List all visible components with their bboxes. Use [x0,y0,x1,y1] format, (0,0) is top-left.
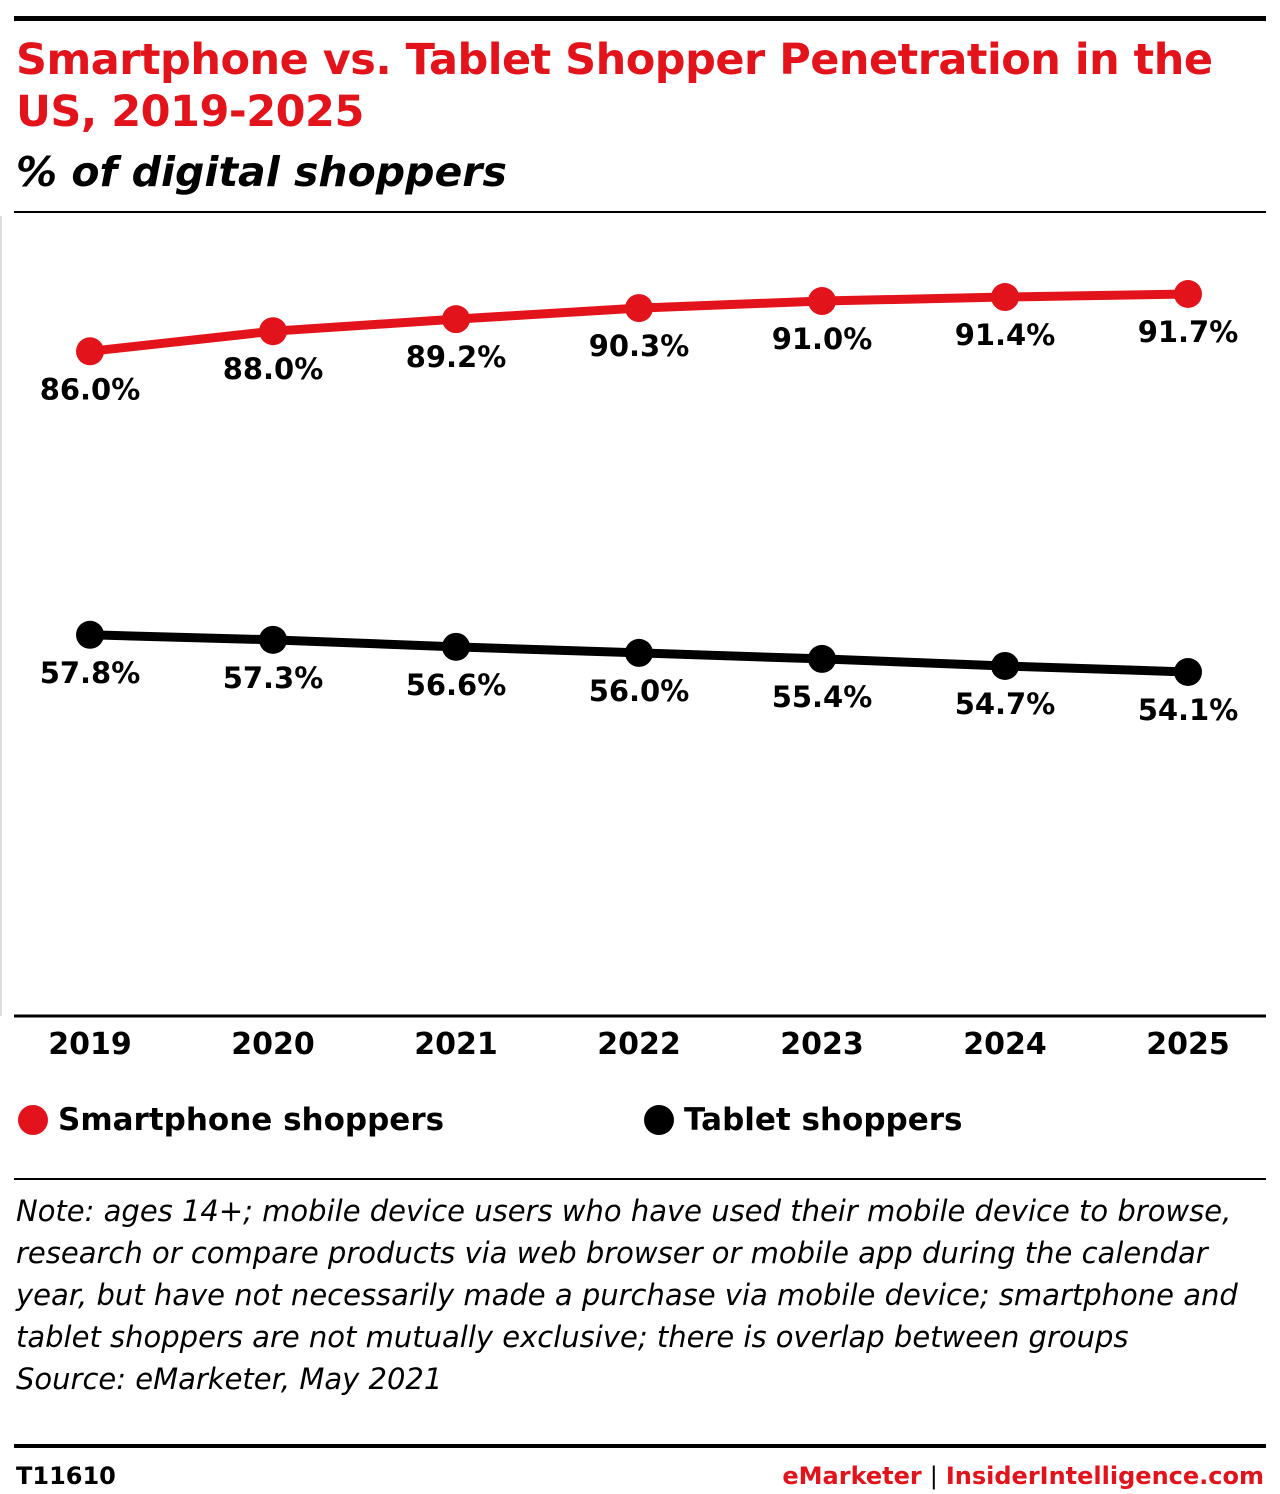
data-point-tablet [76,620,104,649]
note-text: Note: ages 14+; mobile device users who … [16,1194,1238,1354]
legend-swatch-smartphone [18,1105,48,1135]
data-label-smartphone: 91.0% [772,322,873,356]
data-point-smartphone [808,287,836,316]
data-label-tablet: 55.4% [772,680,873,714]
legend-label-tablet: Tablet shoppers [684,1102,963,1138]
data-point-tablet [991,651,1019,680]
data-point-tablet [259,625,287,654]
data-label-tablet: 56.0% [589,674,690,708]
data-label-smartphone: 90.3% [589,329,690,363]
chart-code: T11610 [16,1462,116,1490]
x-tick-label: 2024 [963,1027,1047,1062]
chart-title: Smartphone vs. Tablet Shopper Penetratio… [16,35,1213,137]
legend-item-tablet: Tablet shoppers [644,1098,963,1142]
data-label-smartphone: 88.0% [223,352,324,386]
footer-rule [14,1444,1266,1448]
footnote: Note: ages 14+; mobile device users who … [16,1190,1266,1400]
legend-label-smartphone: Smartphone shoppers [58,1102,445,1138]
data-point-tablet [808,644,836,673]
brand-insider-intelligence: InsiderIntelligence.com [945,1462,1264,1490]
data-label-tablet: 56.6% [406,668,507,702]
x-tick-label: 2019 [48,1027,132,1062]
x-tick-label: 2021 [414,1027,498,1062]
data-label-smartphone: 89.2% [406,340,507,374]
data-point-smartphone [76,337,104,366]
line-chart: 2019 2020 2021 2022 2023 2024 2025 86.0% 88.0% 89… [0,216,1266,1062]
data-point-smartphone [442,305,470,334]
x-tick-label: 2025 [1146,1027,1230,1062]
chart-subtitle: % of digital shoppers [16,148,507,196]
x-tick-label: 2023 [780,1027,864,1062]
data-label-smartphone: 86.0% [40,372,141,406]
legend-item-smartphone: Smartphone shoppers [18,1098,444,1142]
legend-swatch-tablet [644,1105,674,1135]
data-point-smartphone [625,294,653,323]
data-label-tablet: 54.7% [955,687,1056,721]
data-label-smartphone: 91.4% [955,318,1056,352]
data-point-tablet [625,638,653,667]
x-tick-label: 2020 [231,1027,315,1062]
brand-emarketer: eMarketer [782,1462,922,1490]
data-label-tablet: 57.8% [40,656,141,690]
data-label-smartphone: 91.7% [1138,315,1239,349]
data-point-smartphone [259,317,287,346]
header-divider [14,211,1266,213]
brand-separator: | [929,1462,938,1490]
data-point-tablet [442,632,470,661]
data-point-smartphone [991,283,1019,312]
legend-divider [14,1178,1266,1180]
data-label-tablet: 57.3% [223,661,324,695]
top-rule [14,16,1266,21]
brand-credit: eMarketer | InsiderIntelligence.com [782,1462,1264,1490]
data-label-tablet: 54.1% [1138,693,1239,727]
data-point-tablet [1174,658,1202,686]
data-point-smartphone [1174,280,1202,308]
x-tick-label: 2022 [597,1027,681,1062]
source-text: Source: eMarketer, May 2021 [16,1362,443,1396]
